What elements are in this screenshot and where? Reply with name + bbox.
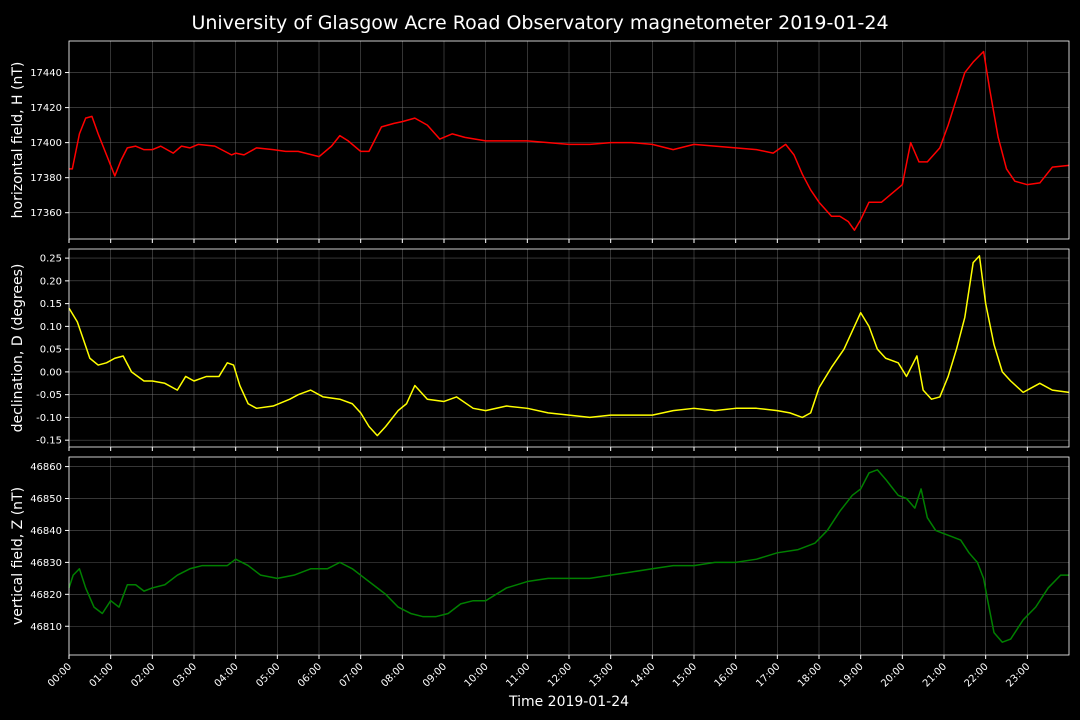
y-tick-label: 46860	[30, 462, 62, 473]
y-tick-label: 0.20	[40, 276, 62, 287]
series-line	[69, 50, 1070, 231]
y-tick-label: 0.05	[40, 345, 62, 356]
chart-title: University of Glasgow Acre Road Observat…	[191, 12, 888, 34]
y-tick-label: -0.05	[36, 390, 62, 401]
y-tick-label: 0.00	[40, 367, 62, 378]
y-tick-label: 46820	[30, 590, 62, 601]
y-tick-label: 17400	[30, 138, 62, 149]
axes-frame	[68, 248, 1070, 448]
y-axis-label: declination, D (degrees)	[10, 264, 26, 433]
axes-frame	[68, 40, 1070, 240]
panel-1: 17360 17380 17400 17420 17440 horizontal fiel…	[10, 40, 1070, 243]
y-tick-label: 46840	[30, 526, 62, 537]
y-axis-label: horizontal field, H (nT)	[10, 62, 26, 219]
axes-frame	[68, 456, 1070, 656]
series-line	[68, 469, 1069, 643]
y-tick-label: 17380	[30, 173, 62, 184]
y-tick-label: 0.25	[40, 254, 62, 265]
y-tick-label: 46810	[30, 622, 62, 633]
series-line	[68, 255, 1070, 437]
y-tick-label: 0.10	[40, 322, 62, 333]
y-tick-label: -0.15	[36, 436, 62, 447]
x-axis-label: Time 2019-01-24	[508, 694, 629, 710]
y-tick-label: 17360	[30, 208, 62, 219]
y-tick-label: -0.10	[36, 413, 62, 424]
y-tick-label: 17440	[30, 68, 62, 79]
y-tick-label: 17420	[30, 103, 62, 114]
y-axis-label: vertical field, Z (nT)	[10, 487, 26, 625]
y-tick-label: 0.15	[40, 299, 62, 310]
y-tick-label: 46830	[30, 558, 62, 569]
y-tick-label: 46850	[30, 494, 62, 505]
panel-2: -0.15 -0.10 -0.05 0.00 0.05 0.10 0.15 0.20 0.25 d…	[10, 248, 1070, 451]
